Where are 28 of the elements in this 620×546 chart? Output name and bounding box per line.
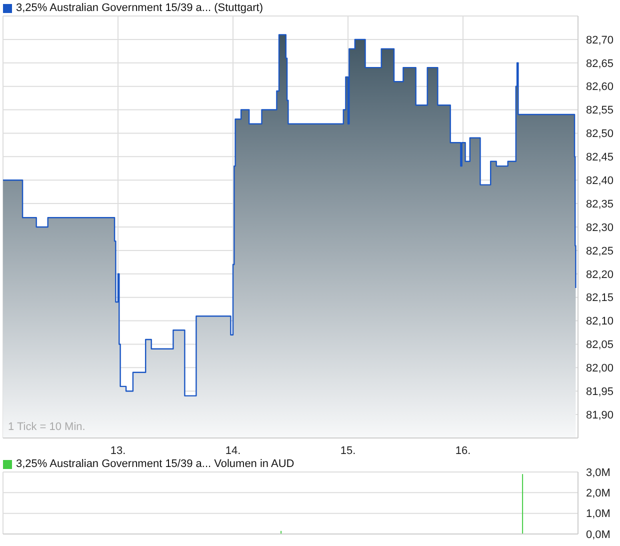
y-tick-label: 82,40 (586, 175, 614, 188)
y-tick-label: 82,30 (586, 222, 614, 234)
y-tick-label: 81,95 (586, 386, 614, 398)
y-tick-label: 82,60 (586, 81, 614, 94)
x-tick-label: 14. (225, 444, 241, 457)
y-tick-label: 82,10 (586, 316, 614, 328)
y-tick-label: 82,45 (586, 152, 614, 164)
y-tick-label: 82,25 (586, 245, 614, 258)
legend-label: 3,25% Australian Government 15/39 a... Volumen in AUD (16, 458, 294, 470)
y-tick-label: 82,70 (586, 34, 614, 46)
y-tick-label: 82,20 (586, 268, 614, 281)
y-tick-label: 82,05 (586, 339, 614, 352)
y-tick-label: 2,0M (586, 488, 610, 500)
y-tick-label: 82,65 (586, 58, 614, 70)
y-tick-label: 82,15 (586, 292, 614, 304)
y-tick-label: 81,90 (586, 409, 614, 422)
x-tick-label: 15. (340, 444, 356, 457)
y-tick-label: 82,55 (586, 104, 614, 117)
legend-label: 3,25% Australian Government 15/39 a... (Stuttgart) (16, 2, 264, 14)
x-tick-label: 16. (455, 444, 471, 457)
annotation: 1 Tick = 10 Min. (8, 421, 86, 433)
y-tick-label: 82,35 (586, 198, 614, 210)
x-tick-label: 13. (110, 444, 126, 457)
y-tick-label: 1,0M (586, 508, 610, 520)
y-tick-label: 82,00 (586, 362, 614, 375)
y-tick-label: 82,50 (586, 128, 614, 140)
y-tick-label: 3,0M (586, 466, 610, 479)
y-tick-label: 0,0M (586, 528, 610, 541)
